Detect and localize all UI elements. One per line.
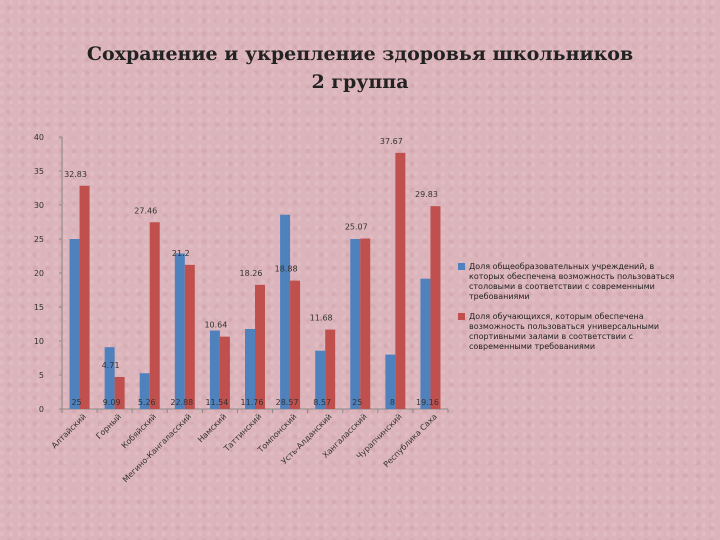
value-label-series2: 11.68 [310, 314, 333, 323]
category-label: Намский [196, 412, 228, 444]
y-tick-label: 40 [34, 133, 44, 142]
bar-series1 [280, 214, 291, 409]
bar-series1 [385, 354, 396, 409]
legend: Доля общеобразовательных учреждений, в к… [458, 262, 684, 362]
legend-item-series2: Доля обучающихся, которым обеспечена воз… [458, 312, 684, 352]
y-axis: 0 5 10 15 20 25 30 35 40 [34, 133, 63, 414]
legend-label-series2: Доля обучающихся, которым обеспечена воз… [469, 312, 660, 351]
value-label-series2: 10.64 [204, 321, 227, 330]
bar-series1 [315, 350, 326, 409]
bars [69, 152, 441, 409]
bar-series1 [420, 278, 431, 409]
category-labels: Алтайский ГорныйКобяйскийМегино-Кангаласс… [50, 412, 439, 484]
bar-series2 [325, 329, 336, 409]
y-tick-label: 0 [39, 405, 44, 414]
x-axis [61, 408, 449, 413]
bar-series2 [430, 206, 441, 409]
legend-item-series1: Доля общеобразовательных учреждений, в к… [458, 262, 684, 302]
bar-series1 [69, 239, 80, 409]
value-label-series2: 4.71 [102, 361, 120, 370]
chart-title-line1: Сохранение и укрепление здоровья школьни… [86, 43, 634, 65]
bar-series2 [184, 264, 195, 409]
category-label: Горный [94, 412, 123, 441]
value-label-series2: 27.46 [134, 206, 157, 215]
value-label-series1: 22.88 [170, 398, 193, 407]
value-label-series1: 25 [71, 398, 81, 407]
legend-swatch-series1 [458, 263, 465, 270]
value-label-series1: 9.09 [103, 398, 121, 407]
bar-series2 [395, 152, 406, 409]
value-label-series2: 29.83 [415, 190, 438, 199]
value-label-series2: 21.2 [172, 249, 190, 258]
bar-series2 [360, 238, 371, 409]
value-label-series2: 25.07 [345, 223, 368, 232]
bar-series1 [350, 239, 361, 409]
bar-series2 [255, 284, 265, 409]
value-label-series2: 32.83 [64, 170, 87, 179]
value-label-series1: 28.57 [276, 398, 299, 407]
value-label-series1: 8 [390, 398, 395, 407]
category-label: Кобяйский [120, 412, 158, 450]
y-tick-label: 20 [34, 269, 44, 278]
value-label-series2: 18.88 [275, 265, 298, 274]
legend-swatch-series2 [458, 313, 465, 320]
y-tick-label: 10 [34, 337, 44, 346]
bar-series1 [104, 347, 115, 409]
chart-title: Сохранение и укрепление здоровья школьни… [0, 40, 720, 96]
value-label-series2: 37.67 [380, 137, 403, 146]
y-tick-label: 35 [34, 167, 44, 176]
bar-series1 [174, 253, 185, 409]
bar-series1 [209, 330, 220, 409]
value-label-series1: 8.57 [313, 398, 331, 407]
value-label-series1: 11.76 [241, 398, 264, 407]
value-label-series1: 11.54 [205, 398, 228, 407]
y-tick-label: 25 [34, 235, 44, 244]
bar-series2 [219, 336, 230, 409]
y-tick-label: 30 [34, 201, 44, 210]
category-label: Мегино-Кангаласский [121, 412, 193, 484]
legend-label-series1: Доля общеобразовательных учреждений, в к… [469, 262, 675, 301]
category-label: Алтайский [50, 412, 88, 450]
bar-series2 [79, 185, 90, 409]
y-tick-label: 15 [34, 303, 44, 312]
value-label-series1: 19.16 [416, 398, 439, 407]
bar-series2 [114, 376, 125, 409]
y-tick-label: 5 [39, 371, 44, 380]
bar-series1 [245, 329, 255, 409]
value-label-series1: 5.26 [138, 398, 156, 407]
value-label-series2: 18.26 [240, 269, 263, 278]
chart-title-line2: 2 группа [311, 71, 409, 93]
bar-series1 [139, 373, 150, 409]
value-label-series1: 25 [352, 398, 362, 407]
value-labels: 25 32.83 9.09 4.71 5.26 27.46 22.88 21.2 11.54 10… [64, 137, 439, 407]
bar-series2 [149, 222, 160, 409]
bar-series2 [290, 280, 301, 409]
